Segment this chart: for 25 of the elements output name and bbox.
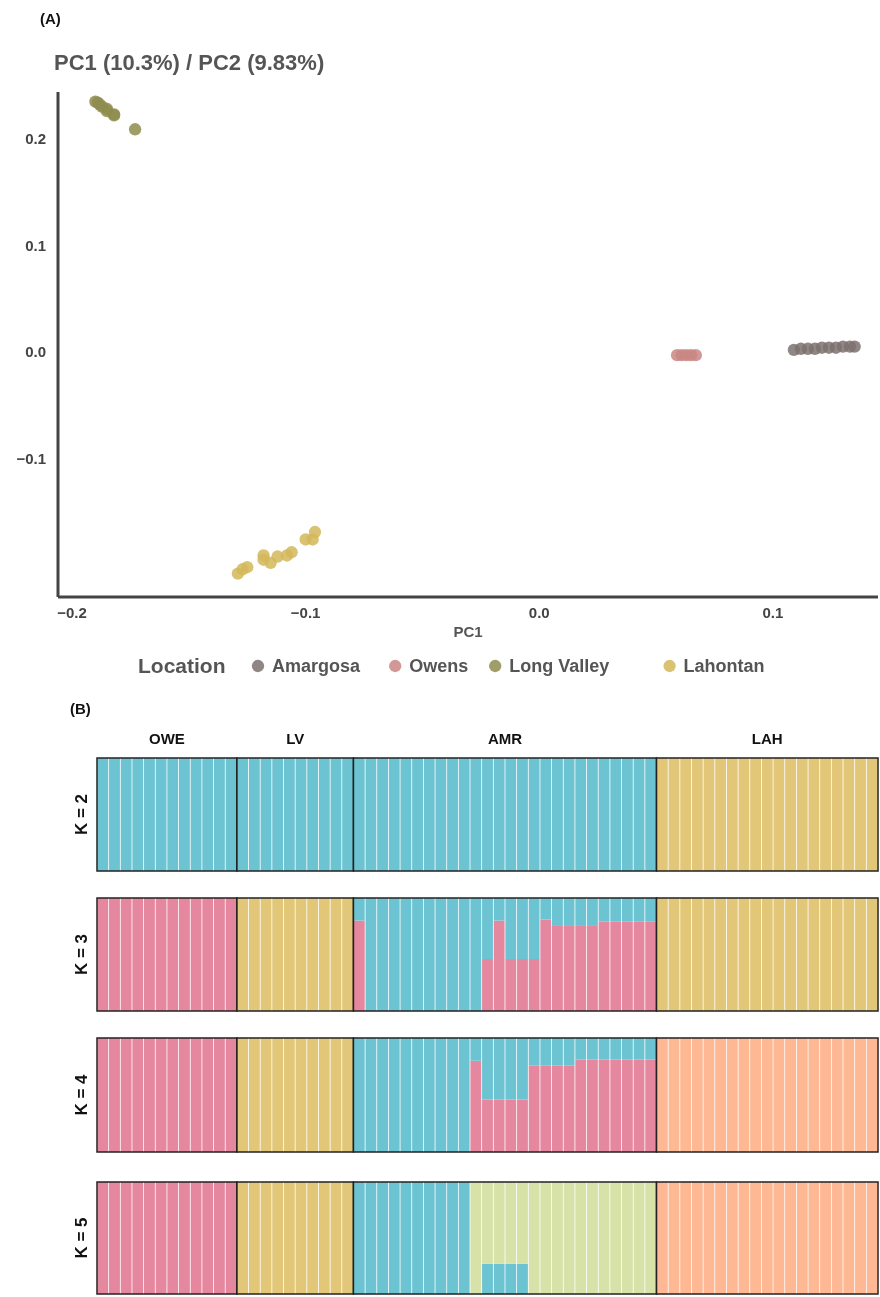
y-tick-label: 0.1 — [25, 236, 46, 254]
y-axis-title: K = 2 — [72, 793, 91, 836]
chart-title: LAH — [751, 730, 783, 747]
y-axis-title: K = 3 — [72, 933, 91, 976]
y-tick-label: 0.0 — [25, 343, 46, 361]
y-tick-label: −0.1 — [16, 449, 46, 467]
legend-title: Location — [138, 654, 226, 678]
x-tick-label: 0.1 — [762, 604, 784, 621]
y-axis-title: K = 4 — [72, 1073, 91, 1116]
legend-label: Amargosa — [272, 656, 362, 677]
legend-label: Owens — [409, 656, 469, 677]
text: (A) — [40, 10, 61, 27]
chart-title: AMR — [487, 730, 523, 747]
chart-title: LV — [286, 730, 305, 747]
x-tick-label: −0.2 — [57, 604, 87, 621]
text: (B) — [70, 700, 91, 717]
x-axis-title: PC1 — [453, 623, 483, 640]
x-tick-label: −0.1 — [290, 604, 321, 621]
y-tick-label: 0.2 — [25, 130, 46, 148]
x-tick-label: 0.0 — [528, 604, 550, 621]
y-axis-title: K = 5 — [72, 1217, 91, 1259]
chart-title: PC1 (10.3%) / PC2 (9.83%) — [54, 50, 325, 75]
legend-label: Lahontan — [683, 656, 765, 677]
legend-label: Long Valley — [509, 656, 610, 677]
chart-title: OWE — [149, 730, 185, 747]
